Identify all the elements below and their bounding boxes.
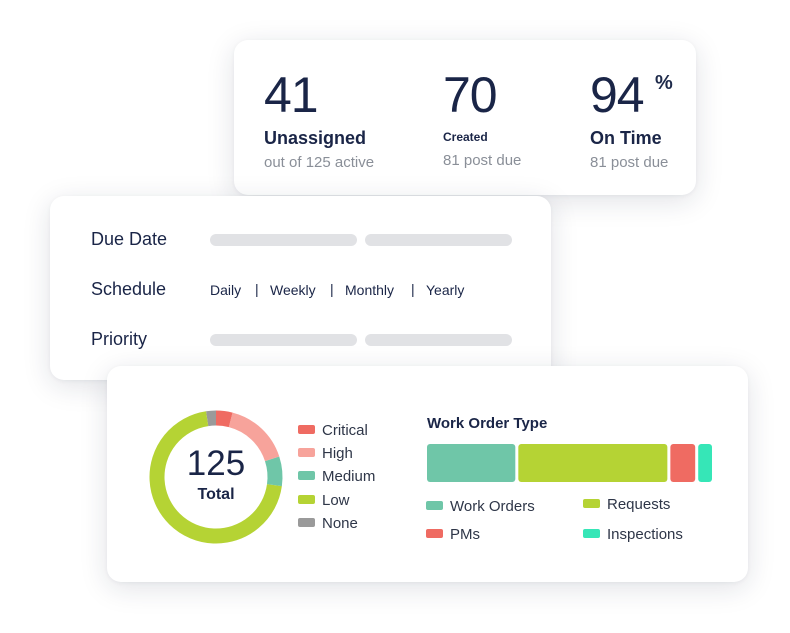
priority-field-1[interactable] [210,334,357,346]
legend-swatch [298,495,315,504]
stat-value: 41 [264,67,319,123]
legend-swatch [298,425,315,434]
work-order-type-bar [427,444,712,482]
priority-label: Priority [91,329,148,349]
type-legend-work-orders: Work Orders [426,498,535,515]
schedule-option-weekly[interactable]: Weekly [270,282,316,298]
schedule-option-yearly[interactable]: Yearly [426,282,465,298]
donut-slice-critical [215,410,233,428]
donut-slice-high [228,412,280,462]
legend-swatch [298,518,315,527]
legend-swatch [426,501,443,510]
legend-label: Critical [322,422,368,439]
legend-label: Medium [322,468,376,485]
due-date-label: Due Date [91,229,168,249]
donut-total-value: 125 [187,444,245,483]
stat-unassigned: 41 Unassigned out of 125 active [264,70,374,171]
type-legend-inspections: Inspections [583,526,683,543]
due-date-start-field[interactable] [210,234,357,246]
type-legend-pms: PMs [426,526,480,543]
stat-value: 70 [443,67,498,123]
legend-none: None [298,515,358,532]
legend-high: High [298,445,353,462]
work-order-type-title: Work Order Type [427,415,548,432]
donut-slice-none [206,410,217,427]
separator: | [255,281,259,297]
legend-label: Requests [607,496,671,513]
separator: | [330,281,334,297]
legend-low: Low [298,492,350,509]
stat-subtext: out of 125 active [264,154,375,171]
donut-slice-low [149,411,282,544]
stat-label: Unassigned [264,128,367,148]
legend-swatch [298,448,315,457]
stat-on-time: 94 % On Time 81 post due [590,67,673,171]
legend-critical: Critical [298,422,368,439]
stat-created: 70 Created 81 post due [443,70,521,169]
work-order-card: 125 Total Critical High Medium Low None … [107,366,748,582]
filter-card: Due Date Schedule Daily | Weekly | Month… [50,196,551,380]
schedule-label: Schedule [91,279,167,299]
stat-percent-sign: % [655,72,673,94]
legend-label: PMs [450,526,480,543]
priority-donut-chart: 125 Total [149,410,283,544]
type-legend-requests: Requests [583,496,670,513]
donut-total-label: Total [197,486,234,503]
bar-segment-work-orders [427,444,516,482]
stat-subtext: 81 post due [443,152,522,169]
bar-segment-inspections [698,444,712,482]
legend-label: High [322,445,353,462]
bar-segment-requests [518,444,668,482]
legend-swatch [583,529,600,538]
legend-label: None [322,515,358,532]
donut-slice-medium [264,456,283,487]
due-date-end-field[interactable] [365,234,512,246]
stats-card: 41 Unassigned out of 125 active 70 Creat… [234,40,696,195]
legend-medium: Medium [298,468,375,485]
bar-segment-pms [670,444,696,482]
legend-swatch [298,471,315,480]
separator: | [411,281,415,297]
legend-swatch [426,529,443,538]
stat-value: 94 [590,67,645,123]
legend-label: Inspections [607,526,683,543]
schedule-option-monthly[interactable]: Monthly [345,282,395,298]
stat-label: Created [443,130,488,144]
stat-label: On Time [590,128,662,148]
stat-subtext: 81 post due [590,154,669,171]
legend-swatch [583,499,600,508]
priority-field-2[interactable] [365,334,512,346]
legend-label: Work Orders [450,498,535,515]
schedule-option-daily[interactable]: Daily [210,282,242,298]
legend-label: Low [322,492,350,509]
